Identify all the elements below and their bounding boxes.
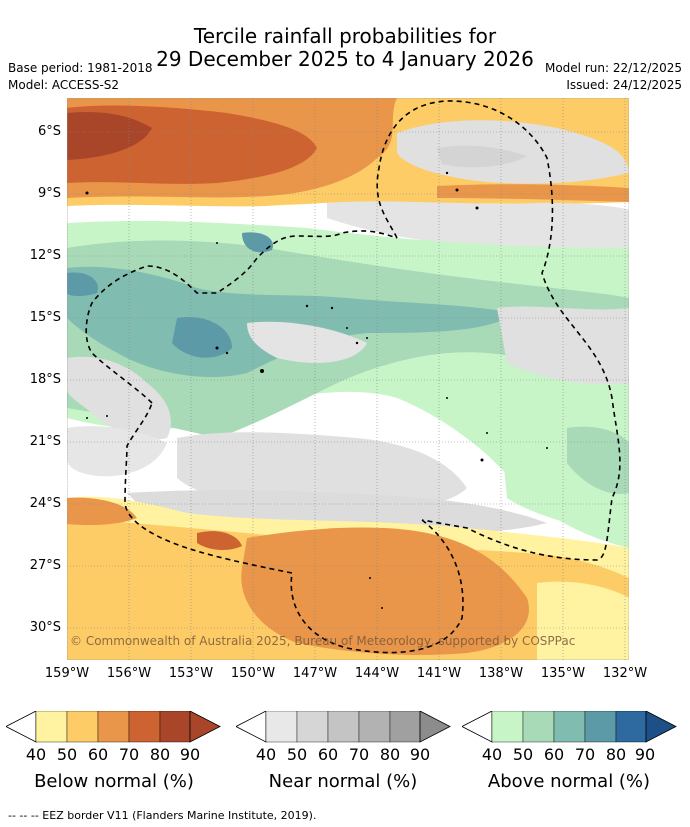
cb-above-tick-80: 80 (605, 745, 627, 764)
cb-below-70 (128, 711, 161, 743)
cb-below-tick-40: 40 (25, 745, 47, 764)
cb-near-tick-90: 90 (409, 745, 431, 764)
south-orange (241, 527, 529, 655)
lat-tick-24s: 24°S (29, 496, 61, 511)
cb-near-tick-40: 40 (255, 745, 277, 764)
cb-near-50 (296, 711, 329, 743)
cb-near-60 (327, 711, 360, 743)
lon-tick-147w: 147°W (292, 666, 338, 681)
north-orange-strip (437, 184, 629, 202)
cb-below-80 (159, 711, 191, 743)
lon-tick-144w: 144°W (354, 666, 400, 681)
south-yellow-east (537, 581, 629, 660)
cb-near-tick-80: 80 (379, 745, 401, 764)
above-70-patch-3 (242, 232, 273, 253)
lat-tick-21s: 21°S (29, 434, 61, 449)
cb-above-tick-40: 40 (481, 745, 503, 764)
colorbar-above (462, 711, 677, 743)
lat-tick-27s: 27°S (29, 558, 61, 573)
cb-near-tick-50: 50 (286, 745, 308, 764)
lon-tick-159w: 159°W (44, 666, 90, 681)
lon-tick-132w: 132°W (602, 666, 648, 681)
cb-below-tick-60: 60 (87, 745, 109, 764)
cb-below-40 (35, 711, 68, 743)
cb-above-80 (615, 711, 647, 743)
grey-belt (327, 201, 629, 260)
islands (85, 171, 548, 609)
title-line-1: Tercile rainfall probabilities for (193, 24, 497, 48)
cb-near-tick-70: 70 (348, 745, 370, 764)
cb-near-80 (389, 711, 421, 743)
lon-tick-141w: 141°W (416, 666, 462, 681)
cb-below-tick-80: 80 (149, 745, 171, 764)
lon-tick-138w: 138°W (478, 666, 524, 681)
rainfall-map (67, 98, 629, 660)
cb-above-50 (522, 711, 555, 743)
lon-tick-156w: 156°W (106, 666, 152, 681)
cb-above-low-arrow (462, 711, 493, 743)
cb-above-tick-60: 60 (543, 745, 565, 764)
above-green-east (497, 388, 629, 538)
title-line-2: 29 December 2025 to 4 January 2026 (156, 47, 534, 71)
cb-above-tick-50: 50 (512, 745, 534, 764)
cb-below-tick-50: 50 (56, 745, 78, 764)
colorbar-below (6, 711, 221, 743)
cb-above-tick-70: 70 (574, 745, 596, 764)
cb-above-40 (491, 711, 524, 743)
lat-tick-12s: 12°S (29, 248, 61, 263)
north-grey-patch-2 (437, 145, 527, 168)
lat-tick-18s: 18°S (29, 372, 61, 387)
cb-below-high-arrow (189, 711, 221, 743)
lat-tick-9s: 9°S (37, 186, 61, 201)
model-run: Model run: 22/12/2025 (544, 61, 682, 75)
above-50-east (567, 426, 629, 494)
lon-tick-153w: 153°W (168, 666, 214, 681)
cb-below-50 (66, 711, 99, 743)
grey-patch-sw (67, 426, 167, 477)
grey-patch-west (67, 356, 171, 440)
above-70-patch-2 (67, 272, 98, 297)
lat-tick-6s: 6°S (37, 124, 61, 139)
cb-below-low-arrow (6, 711, 37, 743)
south-orange-west (67, 497, 137, 526)
north-band-darkest (67, 111, 152, 160)
south-darkorange (197, 531, 242, 550)
lon-gridlines (67, 98, 626, 660)
cb-near-low-arrow (236, 711, 267, 743)
cb-near-40 (265, 711, 298, 743)
cb-below-60 (97, 711, 130, 743)
cb-near-label: Near normal (%) (268, 771, 418, 792)
lat-gridlines (67, 131, 629, 629)
cb-above-label: Above normal (%) (487, 771, 651, 792)
copyright-credit: © Commonwealth of Australia 2025, Bureau… (70, 634, 576, 648)
eez-footnote: -- -- -- EEZ border V11 (Flanders Marine… (8, 809, 317, 822)
grey-patch-east (497, 306, 629, 385)
colorbar-near (236, 711, 451, 743)
cb-near-high-arrow (419, 711, 451, 743)
cb-below-tick-90: 90 (179, 745, 201, 764)
model-name: Model: ACCESS-S2 (8, 78, 120, 92)
issued-date: Issued: 24/12/2025 (566, 78, 682, 92)
cb-below-tick-70: 70 (118, 745, 140, 764)
cb-above-high-arrow (645, 711, 677, 743)
cb-below-label: Below normal (%) (34, 771, 194, 792)
cb-above-70 (584, 711, 617, 743)
cb-near-tick-60: 60 (317, 745, 339, 764)
lon-tick-150w: 150°W (230, 666, 276, 681)
cb-above-tick-90: 90 (634, 745, 656, 764)
base-period: Base period: 1981-2018 (8, 61, 153, 75)
lat-tick-30s: 30°S (29, 620, 61, 635)
lon-tick-135w: 135°W (540, 666, 586, 681)
grey-patch-center (247, 321, 367, 363)
eez-border (85, 100, 621, 654)
cb-near-70 (358, 711, 391, 743)
lat-tick-15s: 15°S (29, 310, 61, 325)
cb-above-60 (553, 711, 586, 743)
